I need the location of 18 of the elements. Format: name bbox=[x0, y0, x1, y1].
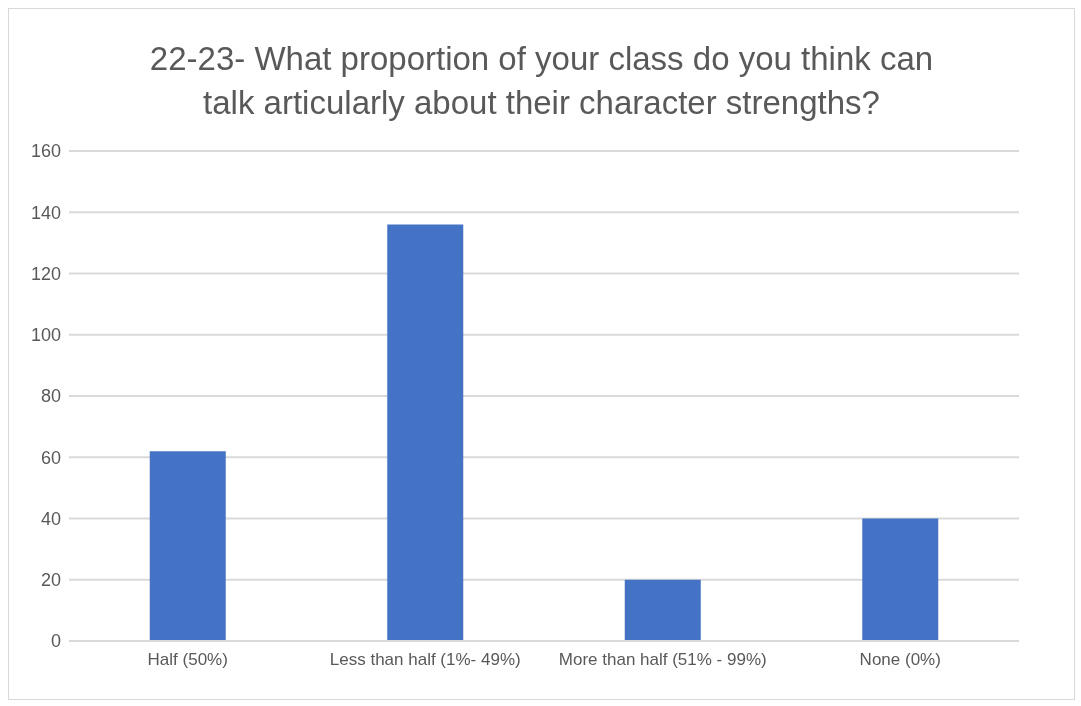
x-tick-label: Less than half (1%- 49%) bbox=[329, 650, 521, 669]
y-tick-label: 100 bbox=[30, 325, 61, 346]
y-tick-label: 160 bbox=[30, 141, 61, 162]
y-tick-label: 40 bbox=[40, 508, 61, 529]
y-tick-label: 60 bbox=[40, 447, 61, 468]
x-tick-label: More than half (51% - 99%) bbox=[558, 650, 767, 669]
x-tick-label: None (0%) bbox=[859, 650, 941, 669]
bar bbox=[387, 224, 464, 641]
chart-title: 22-23- What proportion of your class do you think can talk articularly about their character strengths? bbox=[148, 39, 935, 123]
y-tick-label: 20 bbox=[40, 570, 61, 591]
y-tick-label: 80 bbox=[40, 386, 61, 407]
bar bbox=[862, 518, 939, 641]
bar bbox=[149, 451, 226, 641]
bar bbox=[624, 579, 701, 641]
y-tick-label: 140 bbox=[30, 202, 61, 223]
y-tick-label: 120 bbox=[30, 263, 61, 284]
y-tick-label: 0 bbox=[50, 631, 61, 652]
x-tick-label: Half (50%) bbox=[147, 650, 228, 669]
